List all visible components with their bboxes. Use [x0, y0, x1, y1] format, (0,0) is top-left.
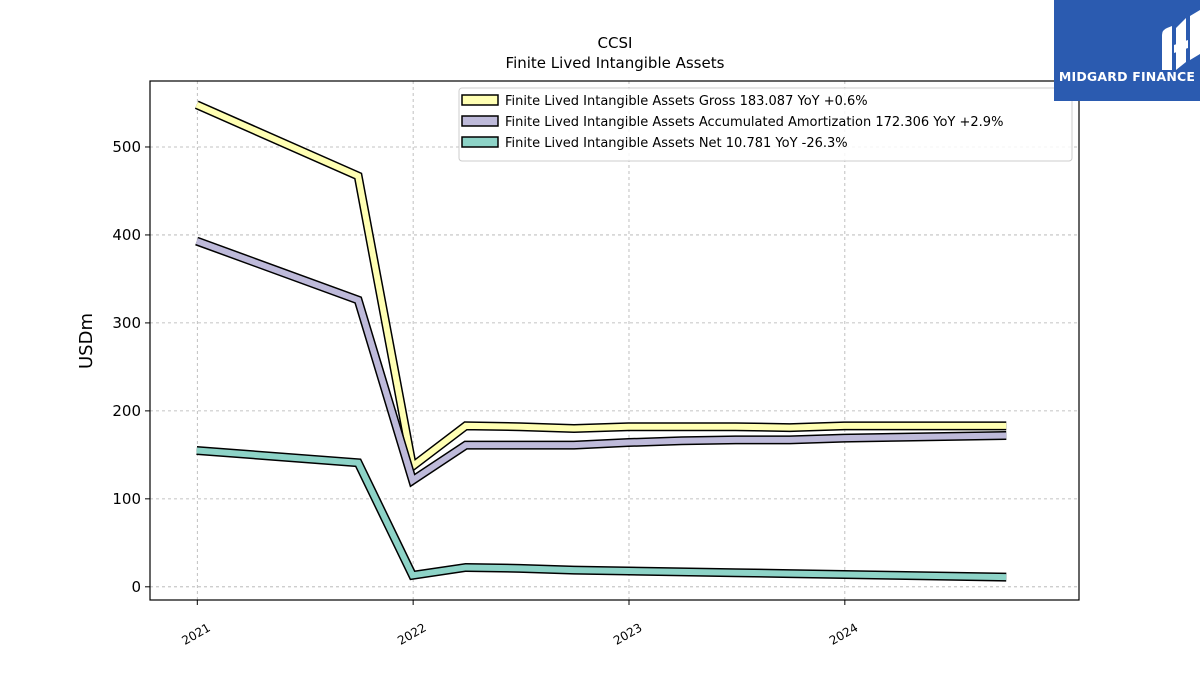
series-outline	[196, 445, 1007, 582]
logo-text: MIDGARD FINANCE	[1058, 69, 1196, 84]
series-line-2	[195, 236, 1007, 488]
chart-subtitle: Finite Lived Intangible Assets	[506, 54, 725, 72]
x-tick-label: 2021	[179, 620, 212, 647]
y-axis: 0 100 200 300 400 500	[112, 138, 150, 596]
y-tick-label: 300	[112, 314, 141, 332]
legend-label: Finite Lived Intangible Assets Gross 183…	[505, 94, 868, 109]
legend-label: Finite Lived Intangible Assets Net 10.78…	[505, 136, 848, 151]
series-lines	[194, 100, 1007, 582]
series-line-3	[196, 445, 1007, 582]
legend-label: Finite Lived Intangible Assets Accumulat…	[505, 115, 1003, 130]
y-tick-label: 200	[112, 402, 141, 420]
series-line-1	[194, 100, 1007, 475]
series-fill	[196, 447, 1007, 581]
y-tick-label: 400	[112, 226, 141, 244]
logo-mark-icon	[1162, 10, 1200, 70]
chart-title: CCSI	[598, 34, 633, 52]
series-fill	[195, 102, 1007, 472]
brand-logo: MIDGARD FINANCE	[1054, 0, 1200, 101]
x-tick-label: 2023	[611, 620, 644, 647]
plot-frame	[149, 80, 1080, 601]
series-fill	[195, 238, 1007, 486]
y-tick-label: 100	[112, 490, 141, 508]
legend-swatch	[461, 94, 499, 106]
legend: Finite Lived Intangible Assets Gross 183…	[458, 87, 1073, 162]
y-tick-label: 0	[131, 578, 141, 596]
x-axis: 2021 2022 2023 2024	[179, 600, 860, 648]
y-axis-label: USDm	[76, 313, 97, 369]
y-tick-label: 500	[112, 138, 141, 156]
x-tick-label: 2022	[395, 620, 428, 647]
legend-box	[458, 87, 1073, 162]
x-tick-label: 2024	[827, 620, 860, 647]
legend-swatch	[461, 115, 499, 127]
legend-swatch	[461, 136, 499, 148]
